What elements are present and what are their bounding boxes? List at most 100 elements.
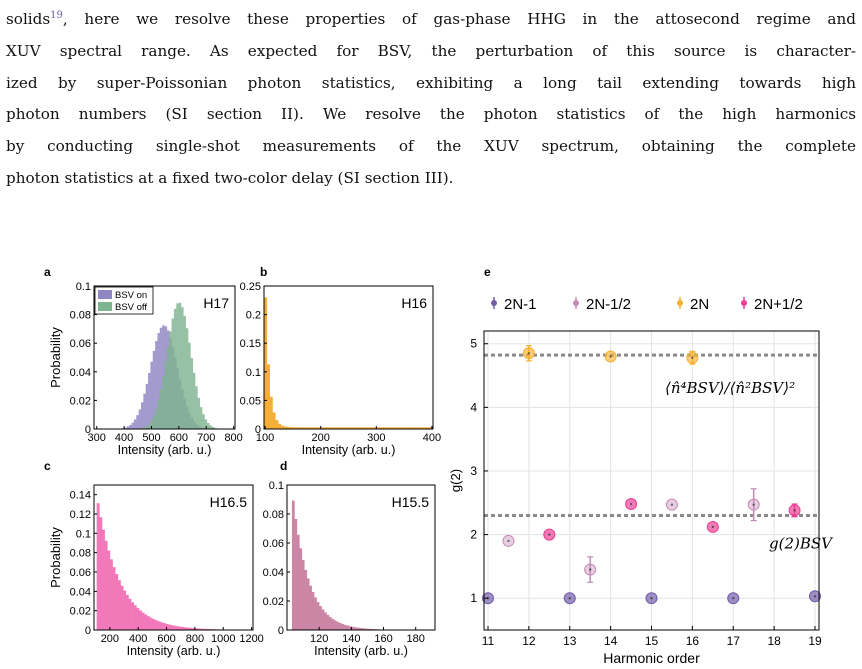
histogram-bar: [213, 427, 217, 429]
data-point-center: [793, 509, 796, 512]
data-point-center: [752, 503, 755, 506]
histogram-bar: [289, 427, 293, 429]
x-tick-label: 12: [522, 634, 536, 648]
x-tick-label: 15: [645, 634, 659, 648]
histogram-bar: [353, 627, 357, 630]
y-tick-label: 0.08: [70, 310, 91, 322]
series-d: [291, 500, 382, 630]
histogram-bar: [168, 624, 172, 630]
y-tick-label: 0.02: [70, 395, 91, 407]
histogram-bar: [178, 626, 182, 630]
histogram-bar: [376, 427, 380, 429]
y-tick-label: 0.04: [70, 586, 91, 598]
histogram-bar: [138, 409, 142, 429]
histogram-bar: [126, 426, 130, 429]
histogram-bar: [306, 578, 310, 630]
histogram-bar: [340, 427, 344, 429]
histogram-bar: [204, 419, 208, 429]
histogram-bar: [280, 425, 285, 429]
y-tick-label: 0.12: [70, 509, 91, 521]
histogram-bar: [362, 427, 366, 429]
histogram-bar: [390, 427, 394, 429]
x-tick-label: 600: [157, 633, 175, 645]
histogram-bar: [149, 617, 153, 630]
histogram-bar: [424, 427, 428, 429]
histogram-bar: [301, 559, 305, 630]
panel-label-a: a: [44, 265, 51, 279]
histogram-bar: [358, 627, 362, 630]
histogram-bar: [152, 619, 156, 630]
histogram-bar: [131, 422, 135, 429]
histogram-bar: [133, 419, 137, 429]
y-tick-label: 0.14: [70, 490, 91, 502]
y-tick-label: 2: [470, 528, 477, 542]
histogram-bar: [296, 534, 300, 630]
histogram-bar: [359, 427, 363, 429]
histogram-bar: [278, 423, 282, 429]
y-axis-label: Probability: [48, 527, 63, 588]
histogram-bar: [104, 540, 108, 630]
x-axis-label: Intensity (arb. u.): [127, 644, 221, 658]
y-tick-label: 0.15: [240, 338, 261, 350]
legend-swatch: [98, 290, 112, 299]
histogram-bar: [311, 427, 315, 429]
axes-frame: [286, 484, 436, 631]
histogram-bar: [157, 621, 161, 630]
histogram-bar: [336, 621, 340, 630]
x-tick-label: 700: [197, 432, 215, 444]
histogram-bar: [348, 626, 352, 630]
x-tick-label: 200: [101, 633, 119, 645]
histogram-bar: [144, 614, 148, 630]
histogram-bar: [141, 612, 145, 630]
histogram-bar: [311, 592, 315, 630]
x-tick-label: 300: [367, 432, 385, 444]
histogram-bar: [143, 427, 146, 429]
histogram-bar: [314, 597, 317, 630]
histogram-bar: [323, 427, 327, 429]
x-tick-label: 140: [342, 633, 360, 645]
histogram-bar: [117, 580, 121, 630]
histogram-bar: [176, 626, 180, 630]
data-point-center: [732, 596, 735, 600]
histogram-bar: [125, 594, 129, 630]
harmonic-annotation: H16.5: [210, 494, 248, 510]
histogram-bar: [418, 427, 423, 429]
y-tick-label: 0: [85, 625, 91, 637]
reference-label-moment-ratio: ⟨n̂⁴BSV⟩/⟨n̂²BSV⟩²: [665, 379, 795, 397]
histogram-bar: [180, 307, 184, 429]
body-paragraph: solids19, here we resolve these properti…: [6, 4, 856, 195]
citation-19[interactable]: 19: [50, 9, 63, 21]
histogram-bar: [304, 569, 308, 630]
histogram-bar: [345, 427, 349, 429]
y-tick-label: 0.06: [70, 338, 91, 350]
harmonic-annotation: H17: [203, 295, 229, 311]
histogram-bar: [356, 627, 359, 630]
data-point-center: [548, 533, 551, 536]
histogram-bar: [101, 529, 105, 630]
x-tick-label: 400: [115, 432, 133, 444]
histogram-bar: [165, 623, 169, 630]
data-point-center: [691, 356, 694, 359]
data-point-center: [527, 352, 531, 355]
histogram-bar: [407, 427, 411, 429]
axes-frame: [93, 285, 236, 430]
legend-label: 2N-1/2: [586, 296, 631, 313]
histogram-bar: [325, 427, 330, 429]
y-tick-label: 1: [470, 591, 477, 605]
histogram-bar: [162, 623, 166, 630]
x-axis-label: Intensity (arb. u.): [314, 644, 408, 658]
histogram-bar: [115, 574, 119, 630]
panel-a: a 300 400 500 600 700 800 0 0.02 0.04 0.06 0.08 0.1 I…: [44, 265, 243, 457]
x-tick-label: 19: [808, 634, 822, 648]
y-tick-label: 0.1: [246, 367, 261, 379]
x-tick-label: 100: [256, 432, 274, 444]
histogram-bar: [150, 420, 154, 429]
histogram-bar: [173, 308, 177, 429]
histogram-bar: [266, 364, 270, 429]
histogram-bar: [155, 341, 158, 429]
histogram-bar: [185, 328, 189, 429]
y-tick-label: 3: [470, 464, 477, 478]
histogram-bar: [333, 620, 337, 630]
axes-frame: [263, 285, 434, 430]
